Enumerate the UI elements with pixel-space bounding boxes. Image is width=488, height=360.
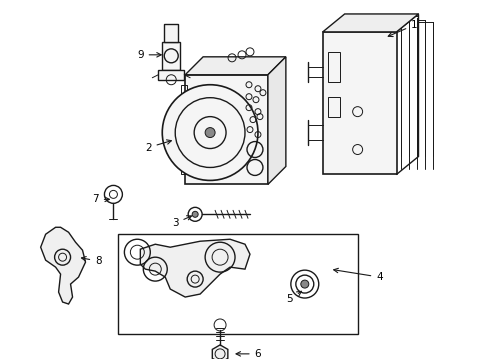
Text: 7: 7 [92, 194, 109, 204]
Circle shape [300, 280, 308, 288]
Circle shape [204, 127, 215, 138]
Bar [322, 32, 396, 175]
Text: 5: 5 [286, 291, 301, 304]
Bar [185, 75, 267, 184]
Text: 8: 8 [81, 256, 102, 266]
Polygon shape [41, 227, 85, 304]
Bar [162, 42, 180, 70]
Bar [164, 24, 178, 42]
Circle shape [192, 211, 198, 217]
Text: 1: 1 [387, 20, 417, 37]
Bar [327, 97, 339, 117]
Text: 2: 2 [145, 140, 171, 153]
Polygon shape [322, 14, 418, 32]
Text: 6: 6 [236, 349, 261, 359]
Polygon shape [267, 57, 285, 184]
Polygon shape [140, 239, 249, 297]
Bar [181, 85, 187, 97]
Polygon shape [185, 57, 285, 75]
Bar [118, 234, 357, 334]
Text: 3: 3 [172, 216, 191, 228]
Bar [181, 162, 187, 175]
Text: 4: 4 [333, 268, 382, 282]
Polygon shape [212, 345, 227, 360]
Bar [327, 52, 339, 82]
Bar [158, 70, 184, 80]
Text: 9: 9 [137, 50, 161, 60]
Circle shape [162, 85, 258, 180]
